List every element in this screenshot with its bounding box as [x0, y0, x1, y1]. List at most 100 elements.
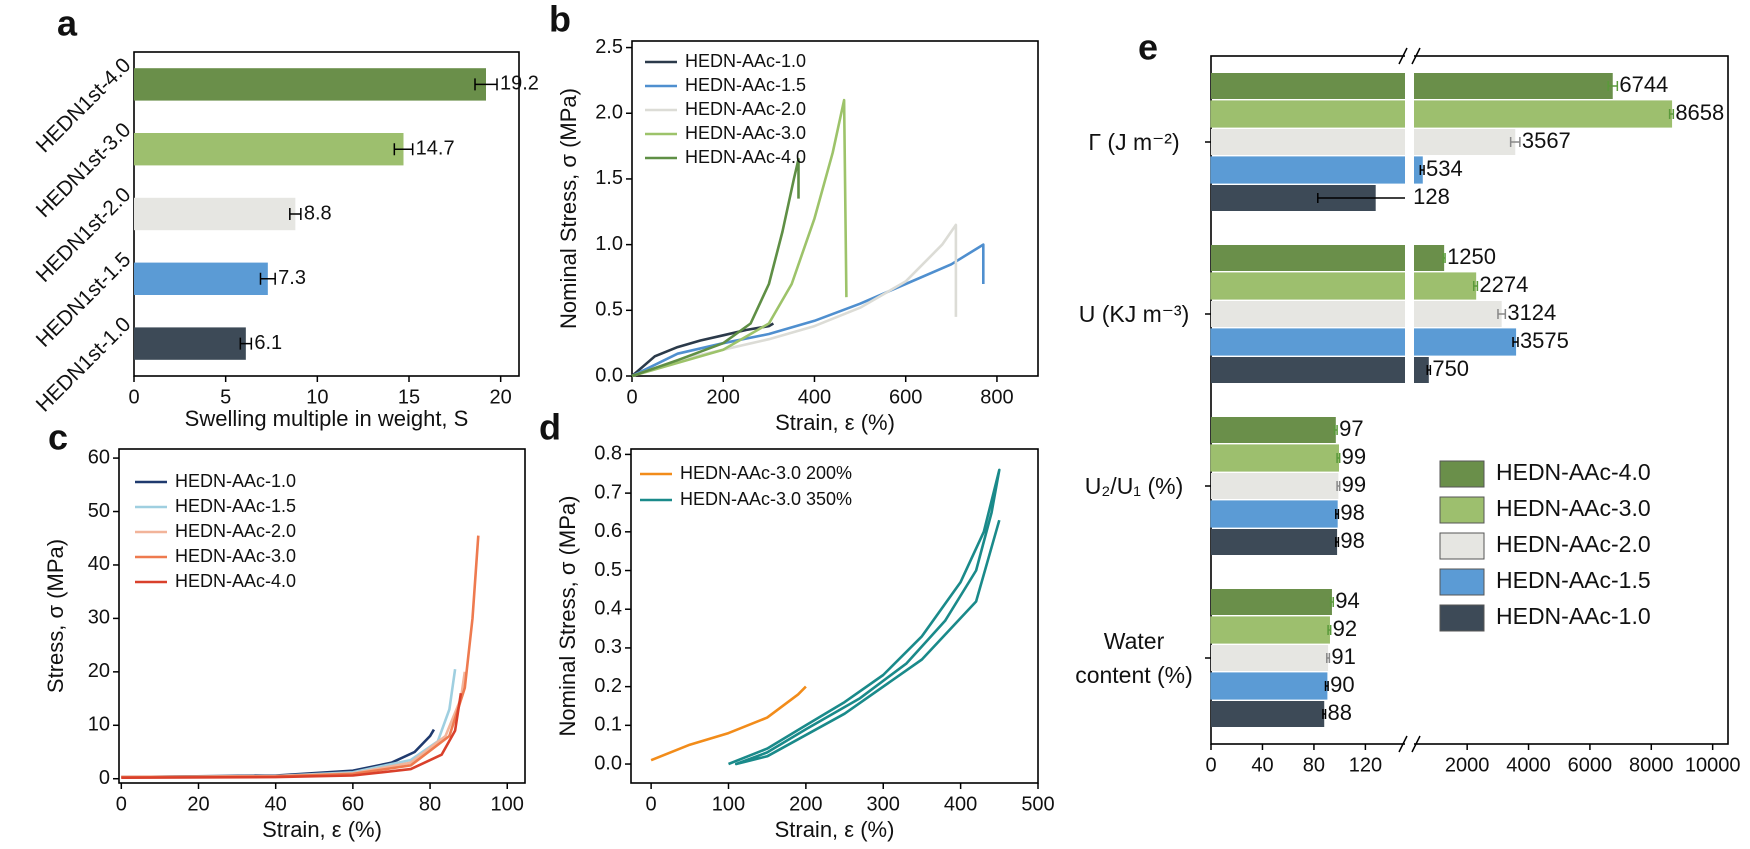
- error-bar: [1324, 681, 1329, 691]
- bar: [1211, 529, 1338, 555]
- value-label: 750: [1432, 356, 1469, 381]
- value-label: 19.2: [500, 73, 539, 95]
- value-label: 99: [1342, 444, 1366, 469]
- y-tick-label: 0.5: [594, 559, 622, 581]
- error-bar: [1509, 137, 1521, 147]
- error-bar: [1336, 481, 1341, 491]
- value-label: 3567: [1522, 128, 1571, 153]
- y-tick-label: 0.4: [594, 598, 622, 620]
- x-tick-label: 80: [419, 793, 441, 815]
- error-bar: [1497, 309, 1507, 319]
- x-tick-label: 300: [867, 793, 900, 815]
- legend-label: HEDN-AAc-2.0: [685, 99, 806, 119]
- bar: [1210, 156, 1423, 184]
- error-bar: [1607, 81, 1619, 91]
- value-label: 90: [1330, 672, 1354, 697]
- x-axis-label: Swelling multiple in weight, S: [185, 406, 469, 431]
- value-label: 3575: [1520, 328, 1569, 353]
- x-axis-label: Strain, ε (%): [775, 817, 895, 842]
- legend-label: HEDN-AAc-3.0: [685, 123, 806, 143]
- legend-label: HEDN-AAc-1.5: [175, 496, 296, 516]
- x-tick-label: 0: [646, 793, 657, 815]
- y-axis-label: Nominal Stress, σ (MPa): [555, 496, 580, 737]
- bar: [1211, 473, 1339, 499]
- x-tick-label: 400: [944, 793, 977, 815]
- x-tick-label: 20: [490, 386, 512, 408]
- plot-frame: [630, 448, 1039, 784]
- data-line: [121, 693, 463, 779]
- value-label: 6.1: [254, 332, 282, 354]
- legend-label: HEDN-AAc-1.5: [685, 75, 806, 95]
- legend-swatch: [1439, 604, 1485, 632]
- bar: [1210, 444, 1339, 472]
- legend-label: HEDN-AAc-4.0: [1496, 459, 1651, 485]
- bar: [1211, 417, 1336, 443]
- error-bar: [393, 143, 414, 156]
- value-label: 534: [1426, 156, 1463, 181]
- x-tick-label: 40: [1251, 754, 1273, 776]
- x-tick-label: 120: [1349, 754, 1382, 776]
- y-tick-label: 60: [88, 446, 110, 468]
- plot-frame: [1210, 55, 1729, 745]
- x-tick-label: 0: [116, 793, 127, 815]
- y-tick-label: 0.6: [594, 520, 622, 542]
- bar: [1210, 100, 1673, 128]
- x-tick-label: 8000: [1629, 754, 1674, 776]
- legend-label: HEDN-AAc-3.0: [1496, 495, 1651, 521]
- bar: [1210, 272, 1477, 300]
- error-bar: [289, 208, 302, 220]
- error-bar: [1335, 537, 1340, 547]
- y-axis-label: Stress, σ (MPa): [43, 539, 68, 693]
- value-label: 92: [1333, 616, 1357, 641]
- x-tick-label: 200: [789, 793, 822, 815]
- data-line: [631, 98, 848, 378]
- category-label: Γ (J m⁻²): [1088, 129, 1180, 155]
- legend-swatch: [1439, 532, 1485, 560]
- legend-label: HEDN-AAc-4.0: [685, 147, 806, 167]
- value-label: 99: [1342, 472, 1366, 497]
- category-label: U₂/U₁ (%): [1084, 473, 1184, 499]
- x-tick-label: 4000: [1506, 754, 1551, 776]
- axis-break-mark: [1398, 47, 1421, 65]
- x-tick-label: 600: [889, 386, 922, 408]
- y-tick-label: 0: [99, 767, 110, 789]
- y-tick-label: 40: [88, 553, 110, 575]
- category-label: U (KJ m⁻³): [1078, 301, 1190, 327]
- value-label: 88: [1328, 700, 1352, 725]
- y-tick-label: 0.0: [595, 364, 623, 386]
- legend-label: HEDN-AAc-3.0 350%: [680, 489, 852, 509]
- y-tick-label: 50: [88, 500, 110, 522]
- error-bar: [1322, 709, 1327, 719]
- bar: [134, 262, 268, 295]
- x-tick-label: 5: [220, 386, 231, 408]
- value-label: 2274: [1479, 272, 1528, 297]
- panel-letter: c: [48, 417, 68, 458]
- x-tick-label: 10000: [1685, 754, 1741, 776]
- value-label: 6744: [1619, 72, 1668, 97]
- x-tick-label: 60: [342, 793, 364, 815]
- y-tick-label: 0.7: [594, 481, 622, 503]
- bar: [134, 327, 246, 360]
- x-tick-label: 15: [398, 386, 420, 408]
- bar: [134, 68, 486, 101]
- y-tick-label: 0.3: [594, 636, 622, 658]
- data-line: [121, 669, 457, 779]
- error-bar: [474, 78, 498, 91]
- data-line: [631, 157, 800, 378]
- error-bar: [1668, 109, 1675, 119]
- data-line: [650, 685, 807, 762]
- legend-label: HEDN-AAc-2.0: [175, 521, 296, 541]
- error-bar: [259, 272, 276, 285]
- bar: [1211, 645, 1329, 671]
- y-tick-label: 30: [88, 607, 110, 629]
- value-label: 8658: [1675, 100, 1724, 125]
- y-axis-label: Nominal Stress, σ (MPa): [556, 88, 581, 329]
- error-bar: [239, 337, 253, 350]
- bar: [1211, 701, 1325, 727]
- legend-label: HEDN-AAc-3.0 200%: [680, 463, 852, 483]
- x-tick-label: 6000: [1568, 754, 1613, 776]
- legend-label: HEDN-AAc-1.0: [685, 51, 806, 71]
- data-line: [728, 468, 1001, 766]
